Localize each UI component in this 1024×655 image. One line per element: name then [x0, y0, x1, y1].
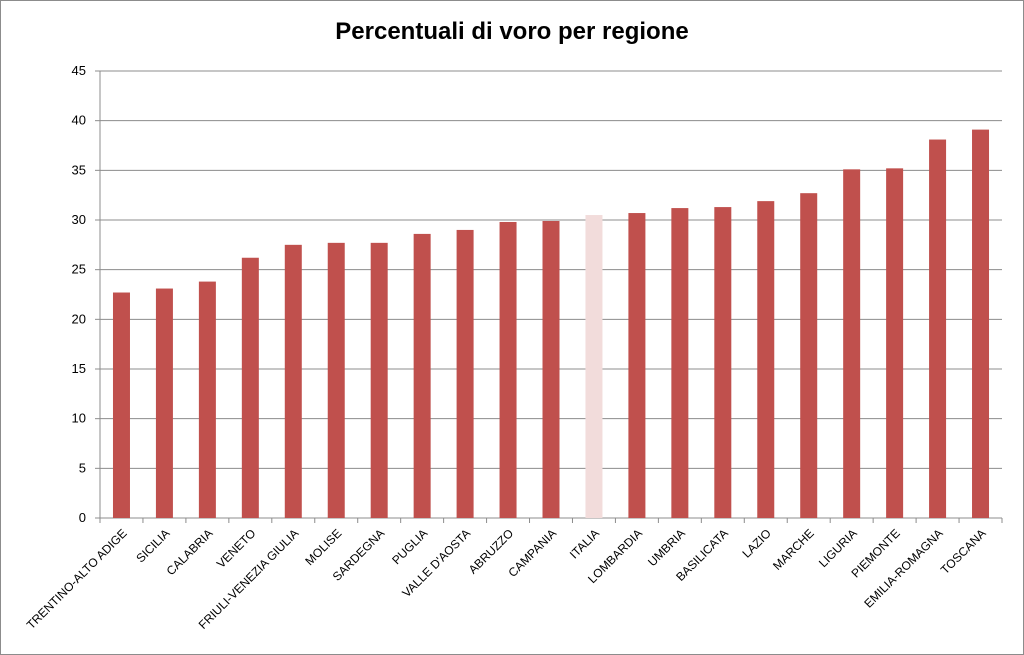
- y-tick-label: 35: [72, 162, 86, 177]
- y-tick-label: 15: [72, 361, 86, 376]
- y-tick-label: 10: [72, 411, 86, 426]
- bar-calabria: [198, 281, 216, 518]
- x-tick-label: PUGLIA: [389, 526, 430, 567]
- x-tick-label: UMBRIA: [645, 526, 688, 569]
- bar-friuli-venezia-giulia: [284, 244, 302, 519]
- x-tick-label: MARCHE: [770, 526, 817, 573]
- bar-trentino-alto-adige: [112, 292, 130, 518]
- bar-valle-d-aosta: [456, 229, 474, 518]
- x-tick-label: TOSCANA: [938, 526, 989, 577]
- bar-lombardia: [628, 213, 646, 518]
- bar-emilia-romagna: [929, 139, 947, 519]
- chart-title: Percentuali di voro per regione: [335, 18, 689, 45]
- bar-basilicata: [714, 207, 732, 518]
- bar-lazio: [757, 201, 775, 519]
- x-tick-label: CALABRIA: [164, 526, 216, 578]
- y-tick-label: 40: [72, 113, 86, 128]
- x-tick-label: TRENTINO-ALTO ADIGE: [24, 526, 130, 632]
- x-tick-label: SICILIA: [133, 526, 172, 565]
- bar-veneto: [241, 257, 259, 518]
- bar-sicilia: [155, 288, 173, 518]
- bar-molise: [327, 242, 345, 518]
- bar-abruzzo: [499, 221, 517, 518]
- x-tick-label: EMILIA-ROMAGNA: [861, 526, 945, 610]
- bar-marche: [800, 193, 818, 518]
- bar-puglia: [413, 233, 431, 518]
- bar-piemonte: [886, 168, 904, 518]
- y-tick-label: 25: [72, 262, 86, 277]
- bar-campania: [542, 220, 560, 518]
- bar-toscana: [972, 129, 990, 518]
- x-tick-label: VENETO: [214, 526, 259, 571]
- y-tick-label: 0: [79, 510, 86, 525]
- y-tick-label: 20: [72, 311, 86, 326]
- y-tick-label: 30: [72, 212, 86, 227]
- bar-liguria: [843, 169, 861, 518]
- x-tick-label: ITALIA: [567, 526, 602, 561]
- bar-sardegna: [370, 242, 388, 518]
- bar-italia: [585, 215, 603, 519]
- y-tick-label: 45: [72, 63, 86, 78]
- x-tick-label: LAZIO: [739, 526, 773, 560]
- x-tick-label: MOLISE: [302, 526, 344, 568]
- y-tick-label: 5: [79, 460, 86, 475]
- x-tick-label: LIGURIA: [816, 526, 860, 570]
- bar-umbria: [671, 208, 689, 518]
